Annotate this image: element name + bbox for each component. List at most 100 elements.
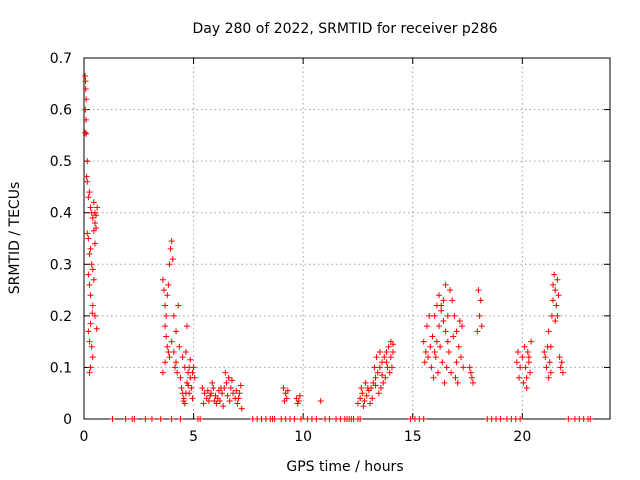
data-point bbox=[177, 374, 184, 381]
data-point bbox=[162, 323, 169, 330]
data-point bbox=[179, 354, 186, 361]
data-point bbox=[86, 281, 93, 288]
data-point bbox=[357, 416, 364, 422]
data-point bbox=[236, 390, 243, 397]
y-tick-label: 0.4 bbox=[50, 206, 72, 222]
data-point bbox=[363, 392, 370, 399]
data-point bbox=[372, 382, 379, 389]
data-point bbox=[168, 238, 175, 245]
data-point bbox=[438, 302, 445, 309]
data-point bbox=[234, 400, 241, 407]
data-point bbox=[83, 173, 90, 180]
data-point bbox=[163, 312, 170, 319]
data-point bbox=[556, 354, 563, 361]
data-point bbox=[181, 400, 188, 407]
data-point bbox=[87, 245, 94, 252]
data-point bbox=[516, 374, 523, 381]
data-point bbox=[442, 328, 449, 335]
data-point bbox=[188, 385, 195, 392]
data-point bbox=[460, 364, 467, 371]
data-point bbox=[475, 287, 482, 294]
data-point bbox=[208, 390, 215, 397]
data-point bbox=[552, 318, 559, 325]
data-point bbox=[85, 194, 92, 201]
data-point bbox=[420, 338, 427, 345]
data-point bbox=[436, 292, 443, 299]
data-point bbox=[357, 395, 364, 402]
data-point bbox=[440, 318, 447, 325]
data-point bbox=[448, 369, 455, 376]
data-point bbox=[90, 227, 97, 234]
data-point bbox=[296, 392, 303, 399]
data-point bbox=[189, 395, 196, 402]
data-point bbox=[163, 333, 170, 340]
data-point bbox=[362, 379, 369, 386]
data-points bbox=[82, 73, 594, 422]
data-point bbox=[514, 348, 521, 355]
data-point bbox=[230, 390, 237, 397]
data-point bbox=[201, 390, 208, 397]
data-point bbox=[377, 385, 384, 392]
data-point bbox=[175, 302, 182, 309]
data-point bbox=[91, 240, 98, 247]
data-point bbox=[86, 250, 93, 257]
data-point bbox=[177, 416, 184, 422]
data-point bbox=[82, 85, 89, 92]
data-point bbox=[89, 266, 96, 273]
data-point bbox=[280, 385, 287, 392]
data-point bbox=[440, 297, 447, 304]
data-point bbox=[371, 364, 378, 371]
data-point bbox=[383, 359, 390, 366]
x-tick-label: 10 bbox=[294, 429, 312, 445]
data-point bbox=[164, 292, 171, 299]
data-point bbox=[170, 348, 177, 355]
data-point bbox=[122, 416, 129, 422]
data-point bbox=[554, 312, 561, 319]
data-point bbox=[553, 302, 560, 309]
data-point bbox=[86, 189, 93, 196]
data-point bbox=[550, 297, 557, 304]
data-point bbox=[543, 364, 550, 371]
data-point bbox=[439, 359, 446, 366]
data-point bbox=[521, 343, 528, 350]
data-point bbox=[222, 369, 229, 376]
data-point bbox=[93, 325, 100, 332]
data-point bbox=[184, 379, 191, 386]
x-tick-label: 5 bbox=[189, 429, 198, 445]
data-point bbox=[587, 416, 594, 422]
y-tick-label: 0.2 bbox=[50, 309, 72, 325]
data-point bbox=[381, 354, 388, 361]
data-point bbox=[523, 374, 530, 381]
data-point bbox=[87, 320, 94, 327]
data-point bbox=[223, 379, 230, 386]
data-point bbox=[565, 416, 572, 422]
data-point bbox=[228, 377, 235, 384]
data-point bbox=[438, 307, 445, 314]
data-point bbox=[548, 312, 555, 319]
grid bbox=[84, 58, 610, 419]
data-point bbox=[358, 385, 365, 392]
data-point bbox=[89, 354, 96, 361]
data-point bbox=[360, 403, 367, 410]
data-point bbox=[87, 364, 94, 371]
data-point bbox=[82, 106, 89, 113]
data-point bbox=[374, 369, 381, 376]
data-point bbox=[159, 369, 166, 376]
data-point bbox=[181, 364, 188, 371]
data-point bbox=[456, 318, 463, 325]
data-point bbox=[326, 416, 333, 422]
data-point bbox=[284, 387, 291, 394]
data-point bbox=[385, 343, 392, 350]
data-point bbox=[476, 312, 483, 319]
x-axis-label: GPS time / hours bbox=[286, 459, 403, 475]
data-point bbox=[477, 297, 484, 304]
data-point bbox=[219, 390, 226, 397]
data-point bbox=[423, 323, 430, 330]
y-tick-label: 0 bbox=[63, 412, 72, 428]
data-point bbox=[186, 390, 193, 397]
data-point bbox=[354, 400, 361, 407]
data-point bbox=[470, 379, 477, 386]
data-point bbox=[519, 354, 526, 361]
data-point bbox=[527, 369, 534, 376]
data-point bbox=[545, 374, 552, 381]
